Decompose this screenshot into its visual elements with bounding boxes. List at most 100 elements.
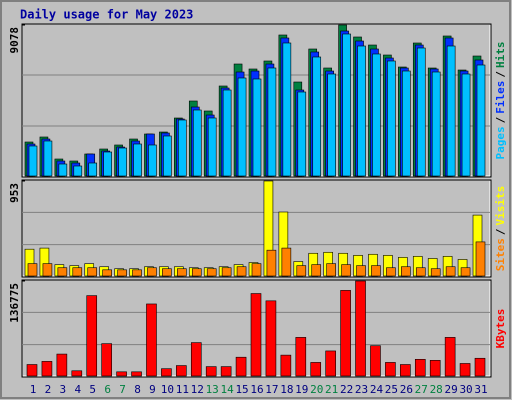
bar — [265, 300, 277, 377]
bar — [340, 290, 351, 377]
bar — [117, 269, 127, 277]
x-tick-label: 8 — [134, 383, 141, 396]
bar — [43, 140, 53, 177]
bar — [386, 267, 396, 277]
bar — [401, 266, 411, 277]
bar — [101, 343, 112, 377]
x-tick-label: 1 — [30, 383, 37, 396]
bar — [28, 145, 38, 177]
x-tick-label: 11 — [176, 383, 189, 396]
y-tick-label: 9078 — [8, 27, 21, 54]
bar — [222, 89, 232, 177]
legend-entry: KBytes — [494, 309, 507, 349]
y-tick-label: 953 — [8, 183, 21, 203]
x-tick-label: 25 — [385, 383, 398, 396]
x-tick-label: 5 — [89, 383, 96, 396]
legend-separator: / — [494, 71, 507, 78]
bar — [474, 357, 486, 377]
bar — [429, 360, 441, 377]
chart-title: Daily usage for May 2023 — [20, 8, 193, 22]
bar — [192, 109, 202, 177]
x-tick-label: 14 — [221, 383, 235, 396]
bar — [459, 363, 471, 377]
bar — [57, 267, 68, 277]
bar — [42, 263, 53, 277]
x-tick-label: 30 — [459, 383, 472, 396]
bar — [102, 269, 112, 277]
bar — [310, 362, 322, 377]
legend-entry: Sites — [494, 238, 507, 271]
bar — [402, 70, 411, 177]
plot-area — [21, 179, 492, 278]
bar — [387, 60, 396, 177]
bar — [236, 266, 247, 277]
bar — [430, 268, 441, 277]
bar — [250, 293, 262, 377]
x-tick-label: 4 — [74, 383, 81, 396]
bar — [190, 342, 202, 377]
x-tick-label: 17 — [265, 383, 278, 396]
x-tick-label: 21 — [325, 383, 338, 396]
bar — [252, 78, 262, 177]
x-tick-label: 2 — [45, 383, 52, 396]
bar — [58, 163, 68, 177]
bar — [281, 247, 292, 277]
bar — [161, 368, 172, 377]
bar — [131, 371, 142, 377]
bar — [385, 362, 396, 377]
bar — [371, 265, 381, 277]
bar — [163, 135, 172, 177]
x-tick-label: 9 — [149, 383, 156, 396]
bar — [132, 269, 142, 277]
bar — [237, 77, 247, 177]
bar — [88, 162, 98, 177]
bar — [73, 165, 83, 177]
bar — [41, 361, 53, 377]
bar — [86, 295, 98, 377]
bar — [220, 366, 232, 377]
bar — [312, 56, 322, 177]
x-tick-label: 26 — [400, 383, 413, 396]
bar — [176, 365, 187, 377]
bar — [207, 117, 217, 177]
y-tick-label: 136775 — [8, 283, 21, 323]
bar — [177, 268, 187, 277]
legend-separator: / — [494, 228, 507, 235]
bar — [103, 151, 112, 177]
bar — [444, 337, 456, 377]
legend: Pages / Files / Hits — [494, 42, 507, 160]
x-tick-label: 16 — [250, 383, 263, 396]
bar — [370, 345, 381, 377]
bar — [476, 64, 486, 177]
x-tick-label: 13 — [206, 383, 219, 396]
x-tick-label: 7 — [119, 383, 126, 396]
bar — [297, 91, 307, 177]
bar — [71, 370, 83, 377]
bar — [445, 266, 456, 277]
bar — [116, 371, 127, 377]
x-tick-label: 27 — [415, 383, 428, 396]
x-tick-label: 15 — [235, 383, 248, 396]
bar — [325, 350, 336, 377]
bar — [327, 73, 336, 177]
x-tick-label: 22 — [340, 383, 353, 396]
bar — [460, 267, 471, 277]
bar — [475, 241, 486, 277]
bar — [355, 280, 366, 377]
bar — [461, 73, 471, 177]
legend: KBytes — [494, 309, 507, 349]
bar — [342, 33, 351, 177]
legend-entry: Hits — [494, 42, 507, 69]
bar — [118, 147, 127, 177]
bar — [341, 264, 351, 277]
bar — [296, 265, 307, 277]
bar — [148, 144, 157, 177]
legend-entry: Visits — [494, 186, 507, 226]
bar — [400, 364, 411, 377]
x-tick-label: 24 — [370, 383, 384, 396]
legend-entry: Pages — [494, 126, 507, 159]
x-tick-label: 6 — [104, 383, 111, 396]
bar — [311, 264, 322, 277]
